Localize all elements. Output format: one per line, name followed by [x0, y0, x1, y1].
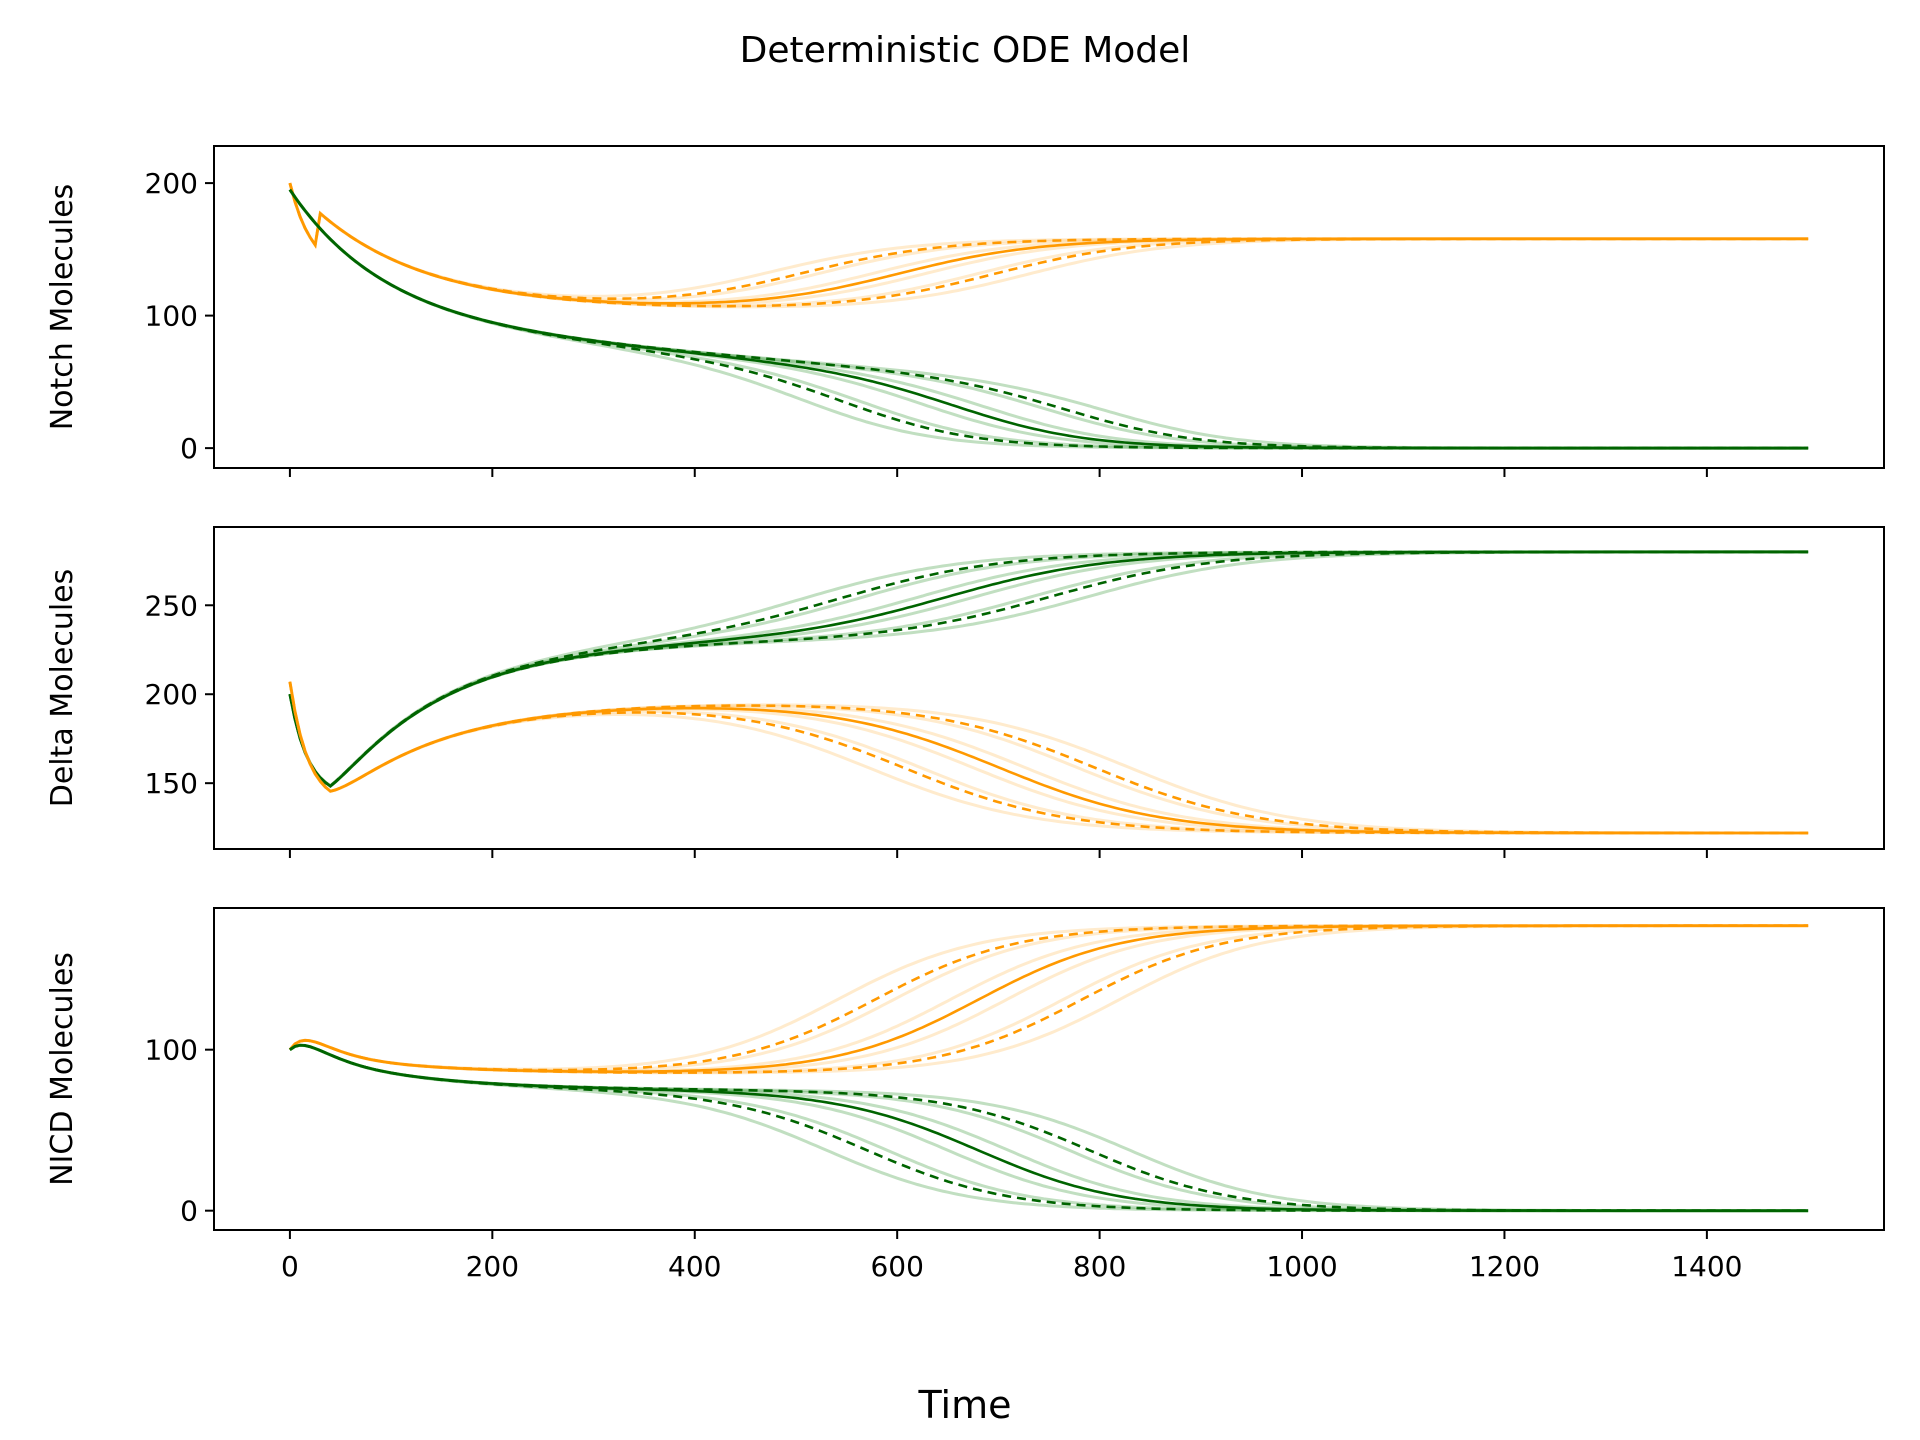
panel2-orange-series-0-3: [288, 924, 1809, 1074]
panel2-xtick-label-0: 0: [281, 1250, 299, 1283]
panel2-orange-series-1-0: [288, 924, 1809, 1072]
x-axis-label: Time: [918, 1383, 1012, 1427]
panel1-green-series-1-0: [288, 550, 1809, 788]
nicd-axes-frame: [213, 907, 1885, 1231]
panel2-orange-series-0-0: [288, 924, 1809, 1071]
panel2-xtick-label-600: 600: [870, 1250, 923, 1283]
panel2-ytick-label-0: 0: [180, 1195, 198, 1228]
panel2-orange-series-0-1: [288, 924, 1809, 1072]
panel2-xtick-label-1000: 1000: [1266, 1250, 1337, 1283]
panel0-green-series-2-0: [288, 188, 1809, 450]
panel0-ytick-label-0: 0: [180, 432, 198, 465]
delta-panel: Delta Molecules 150 200 250: [45, 526, 1885, 858]
panel0-green-series-0-4: [288, 188, 1809, 450]
panel2-orange-series-0-5: [288, 924, 1809, 1075]
notch-ylabel: Notch Molecules: [45, 184, 80, 431]
panel0-orange-series-2-0: [288, 182, 1809, 305]
notch-panel: Notch Molecules 0 100 200: [45, 145, 1885, 477]
panel1-ytick-label-250: 250: [145, 589, 198, 622]
panel0-ytick-label-200: 200: [145, 167, 198, 200]
panel2-ytick-label-100: 100: [145, 1034, 198, 1067]
panel0-orange-series-0-2: [288, 182, 1809, 304]
panel2-xtick-label-800: 800: [1073, 1250, 1126, 1283]
panel1-ytick-label-150: 150: [145, 767, 198, 800]
delta-ylabel: Delta Molecules: [45, 569, 80, 808]
panel2-xtick-label-1400: 1400: [1671, 1250, 1742, 1283]
panel2-xtick-label-200: 200: [466, 1250, 519, 1283]
panel0-orange-series-0-1: [288, 182, 1809, 302]
panel1-orange-series-2-0: [288, 681, 1809, 835]
panel2-xtick-label-400: 400: [668, 1250, 721, 1283]
panel0-ytick-label-100: 100: [145, 300, 198, 333]
panel2-xtick-label-1200: 1200: [1469, 1250, 1540, 1283]
delta-axes-frame: [213, 526, 1885, 850]
panel2-orange-series-0-2: [288, 924, 1809, 1073]
nicd-panel: NICD Molecules 0 200 400 600 800 1000 1200 1400…: [45, 907, 1885, 1283]
panel2-orange-series-1-1: [288, 924, 1809, 1074]
panel2-green-series-2-0: [289, 1043, 1809, 1212]
figure-title: Deterministic ODE Model: [740, 30, 1191, 71]
panel1-green-series-2-0: [288, 550, 1809, 788]
panel2-orange-series-2-0: [288, 924, 1809, 1073]
notch-axes-frame: [213, 145, 1885, 469]
panel2-orange-series-0-4: [288, 924, 1809, 1074]
nicd-ylabel: NICD Molecules: [45, 952, 80, 1186]
panel1-ytick-label-200: 200: [145, 678, 198, 711]
